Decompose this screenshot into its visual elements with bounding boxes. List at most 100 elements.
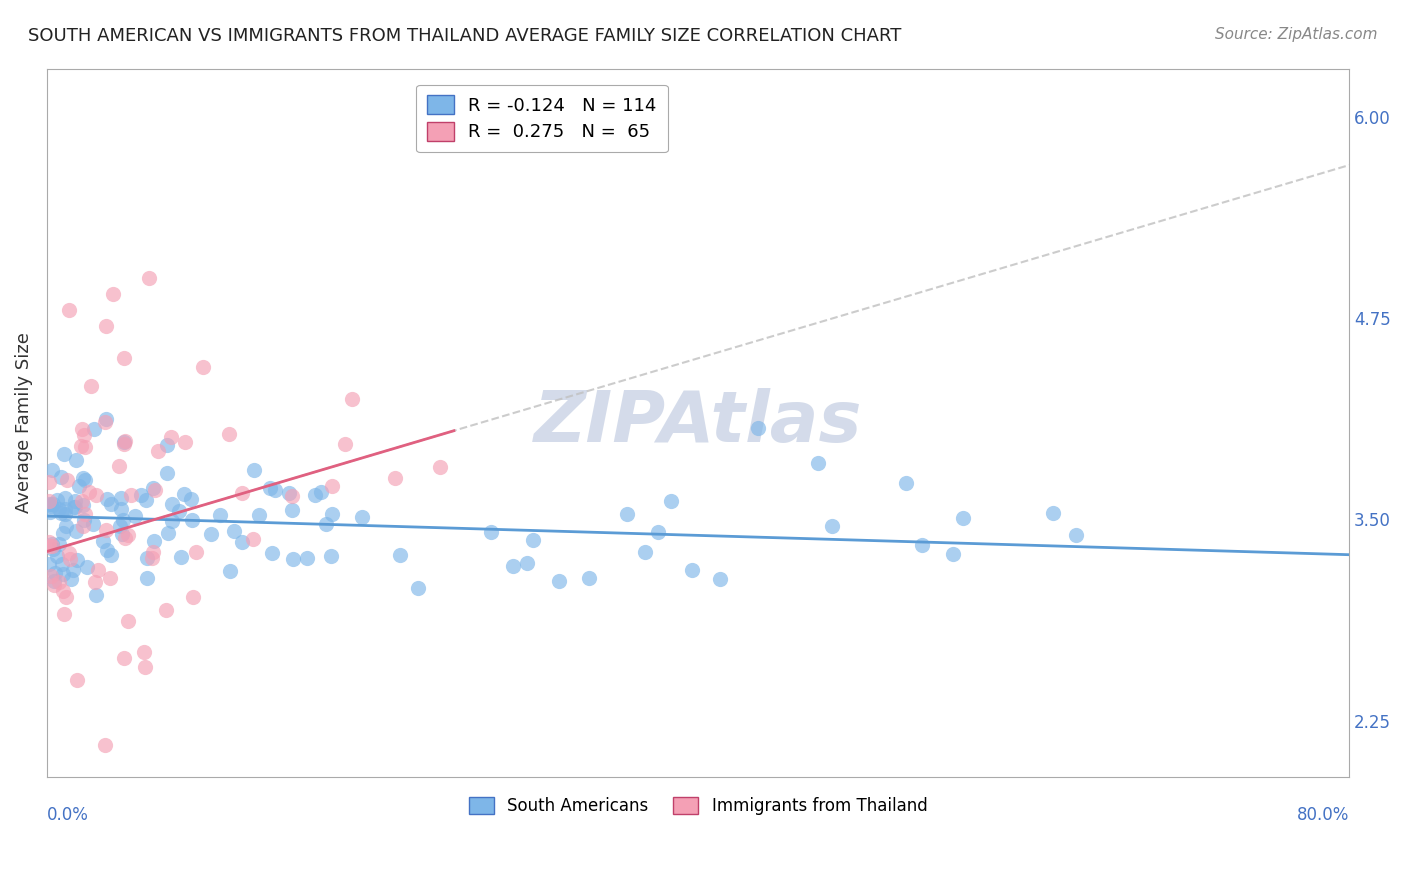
Point (124, 508, 146, 523)
Point (62, 563, 84, 577)
Point (247, 508, 270, 523)
Point (304, 488, 326, 502)
Point (63, 500, 86, 514)
Point (108, 519, 131, 533)
Point (479, 525, 502, 540)
Point (59, 552, 82, 566)
Point (66, 552, 89, 566)
Point (72, 518, 94, 533)
Point (315, 516, 337, 531)
Point (48, 537, 70, 551)
Point (709, 572, 731, 586)
Point (155, 603, 177, 617)
Point (65, 453, 87, 467)
Point (58, 546, 80, 560)
Point (83, 422, 105, 436)
Point (112, 651, 135, 665)
Point (156, 466, 179, 480)
Point (48, 574, 70, 589)
Point (516, 556, 538, 570)
Point (502, 558, 524, 573)
Point (616, 507, 638, 521)
Point (219, 564, 242, 578)
Point (942, 547, 965, 561)
Point (55, 591, 77, 605)
Point (224, 524, 246, 538)
Point (143, 533, 166, 548)
Point (38, 534, 60, 549)
Point (41, 539, 63, 553)
Point (297, 550, 319, 565)
Point (333, 437, 356, 451)
Point (86, 488, 108, 502)
Point (321, 549, 343, 563)
Point (911, 538, 934, 552)
Point (821, 518, 844, 533)
Point (73, 507, 96, 521)
Point (200, 527, 222, 541)
Point (52, 447, 75, 461)
Point (96, 491, 118, 506)
Point (184, 544, 207, 558)
Point (218, 427, 240, 442)
Point (156, 437, 179, 451)
Point (260, 546, 283, 560)
Point (42, 578, 65, 592)
Point (281, 489, 304, 503)
Text: 0.0%: 0.0% (46, 805, 89, 824)
Point (65, 524, 87, 538)
Point (146, 444, 169, 458)
Point (321, 479, 343, 493)
Point (73, 513, 96, 527)
Point (46, 549, 69, 564)
Point (135, 492, 157, 507)
Point (62, 500, 84, 514)
Point (52, 607, 75, 621)
Point (111, 527, 134, 541)
Point (388, 549, 411, 563)
Point (231, 485, 253, 500)
Point (114, 531, 136, 545)
Point (75, 441, 97, 455)
Text: SOUTH AMERICAN VS IMMIGRANTS FROM THAILAND AVERAGE FAMILY SIZE CORRELATION CHART: SOUTH AMERICAN VS IMMIGRANTS FROM THAILA… (28, 27, 901, 45)
Point (129, 488, 152, 502)
Point (72, 471, 94, 485)
Point (179, 492, 201, 507)
Point (136, 571, 159, 585)
Point (91, 533, 114, 548)
Point (659, 494, 682, 508)
Point (52, 584, 75, 599)
Point (72, 494, 94, 508)
Point (952, 511, 974, 525)
Point (77, 485, 100, 500)
Point (1042, 506, 1064, 520)
Point (120, 487, 142, 501)
Point (101, 286, 124, 301)
Point (49, 506, 72, 520)
Point (42, 498, 65, 512)
Point (41, 537, 63, 551)
Point (49, 470, 72, 484)
Point (63, 493, 86, 508)
Point (48, 502, 70, 516)
Point (807, 456, 830, 470)
Point (100, 497, 122, 511)
Point (747, 420, 769, 434)
Point (134, 645, 156, 659)
Point (1064, 528, 1087, 542)
Point (681, 563, 703, 577)
Point (82, 516, 104, 531)
Point (277, 486, 299, 500)
Point (45, 492, 67, 507)
Legend: South Americans, Immigrants from Thailand: South Americans, Immigrants from Thailan… (458, 787, 938, 825)
Point (110, 502, 132, 516)
Point (44, 574, 66, 588)
Point (174, 434, 197, 449)
Point (38, 475, 60, 489)
Point (111, 513, 134, 527)
Text: Source: ZipAtlas.com: Source: ZipAtlas.com (1215, 27, 1378, 42)
Point (340, 392, 363, 407)
Point (60, 572, 83, 586)
Point (157, 525, 180, 540)
Point (634, 545, 657, 559)
